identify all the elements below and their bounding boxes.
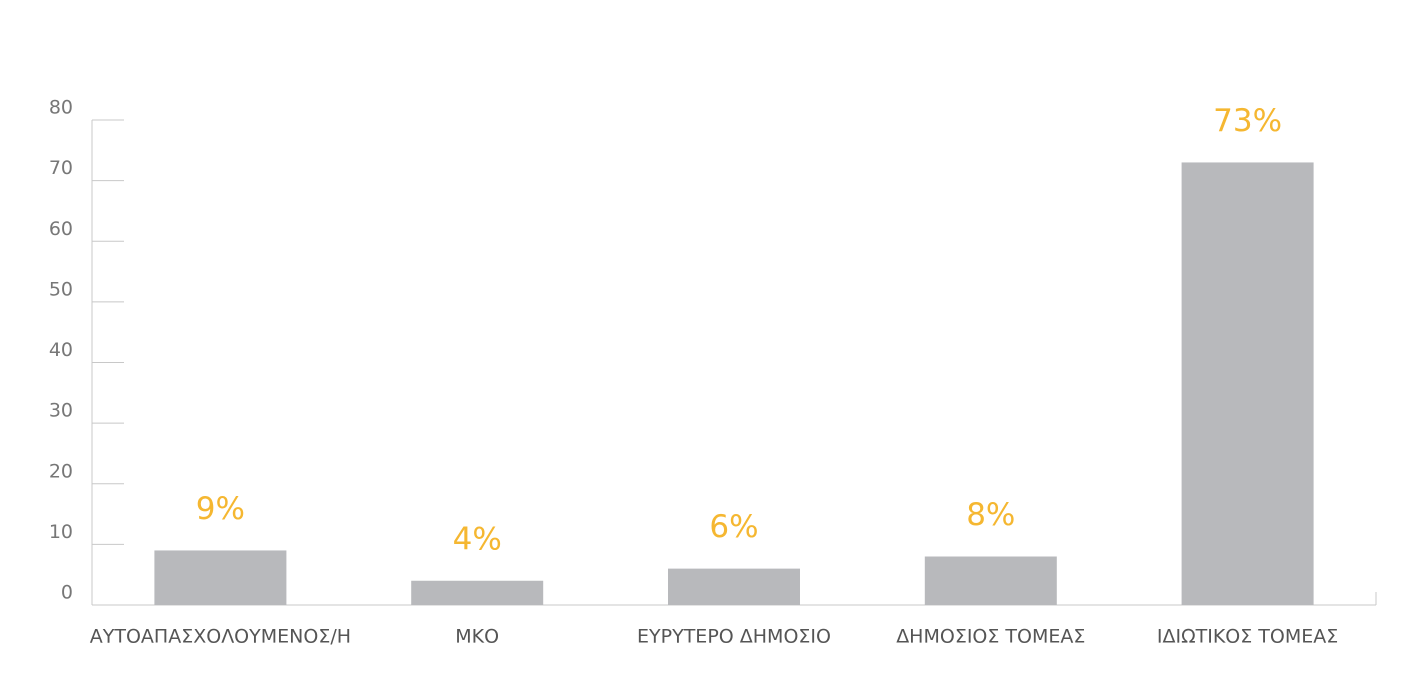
y-tick-label: 20 [49,460,73,482]
bar [154,550,287,605]
value-label: 4% [453,521,502,557]
y-tick-label: 50 [49,278,73,300]
value-label: 8% [966,497,1015,533]
x-tick-label: ΑΥΤΟΑΠΑΣΧΟΛΟΥΜΕΝΟΣ/Η [90,626,351,648]
value-label: 9% [196,491,245,527]
y-tick-label: 40 [49,339,73,361]
y-tick-label: 70 [49,157,73,179]
bar [411,580,544,605]
y-tick-label: 80 [49,97,73,119]
x-tick-label: ΜΚΟ [455,626,499,648]
y-tick-label: 60 [49,218,73,240]
value-label: 6% [709,509,758,545]
y-tick-label: 30 [49,400,73,422]
x-tick-label: ΕΥΡΥΤΕΡΟ ΔΗΜΟΣΙΟ [637,626,831,648]
bar [1181,162,1314,605]
bar [668,568,800,605]
y-tick-label: 0 [61,582,73,604]
x-tick-label: ΔΗΜΟΣΙΟΣ ΤΟΜΕΑΣ [896,626,1085,648]
y-tick-label: 10 [49,521,73,543]
bar [924,556,1057,605]
x-tick-label: ΙΔΙΩΤΙΚΟΣ ΤΟΜΕΑΣ [1157,626,1338,648]
value-label: 73% [1213,103,1282,139]
